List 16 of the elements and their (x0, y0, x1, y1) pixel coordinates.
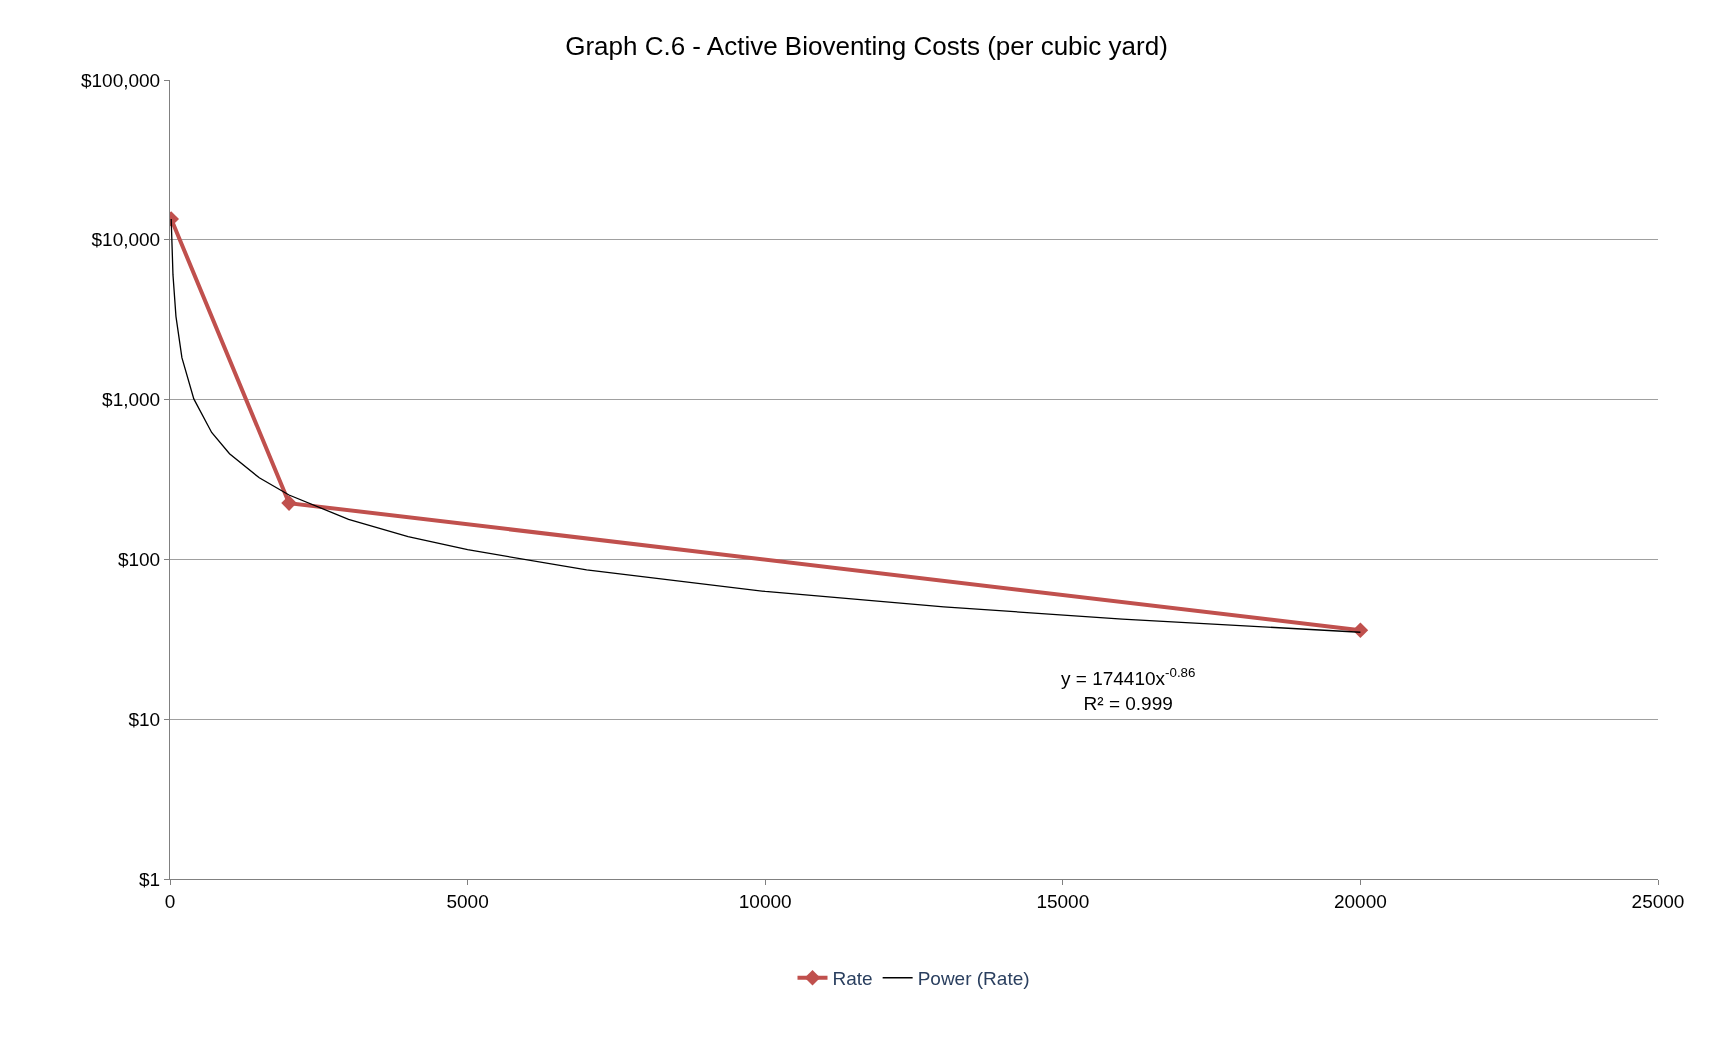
y-tick-label: $100,000 (80, 69, 161, 91)
y-tick-label: $1 (139, 868, 161, 890)
legend-label: Rate (832, 968, 873, 990)
chart-title: Graph C.6 - Active Bioventing Costs (per cubic yard) (565, 30, 1168, 61)
y-tick-label: $1,000 (102, 389, 161, 411)
y-tick-label: $100 (117, 549, 161, 571)
x-tick-label: 10000 (738, 890, 792, 912)
x-tick-label: 5000 (446, 890, 489, 912)
y-tick-label: $10 (128, 708, 161, 730)
annotation: y = 174410x$^{-0.86}$ R² = 0.999 (1061, 665, 1196, 714)
y-tick-label: $10,000 (91, 229, 161, 251)
x-tick-label: 0 (164, 890, 176, 912)
x-tick-label: 20000 (1333, 890, 1387, 912)
x-tick-label: 15000 (1036, 890, 1090, 912)
legend-label: Power (Rate) (917, 968, 1030, 990)
x-tick-label: 25000 (1631, 890, 1685, 912)
